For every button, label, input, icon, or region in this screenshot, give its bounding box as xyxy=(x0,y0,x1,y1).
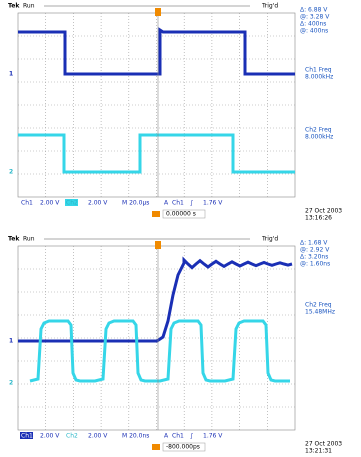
readout: Δ: 1.68 V xyxy=(300,240,328,247)
brand: Tek xyxy=(8,3,20,10)
trigger-state: Trig'd xyxy=(261,236,278,243)
setting: Ch1 xyxy=(172,200,184,207)
measurement-label: Ch2 Freq xyxy=(305,127,332,134)
measurement-label: Ch2 Freq xyxy=(305,302,332,309)
measurement-value: 15.48MHz xyxy=(305,309,335,316)
date: 27 Oct 2003 xyxy=(305,441,342,448)
readout: @: 1.60ns xyxy=(300,261,330,268)
measurement-label: Ch1 Freq xyxy=(305,67,332,74)
setting: 2.00 V xyxy=(40,200,60,207)
readout: Δ: 3.20ns xyxy=(300,254,328,261)
setting: 2.00 V xyxy=(88,200,108,207)
status: Run xyxy=(23,3,35,10)
scope-screenshots: TekRunTrig'd12Δ: 6.88 V@: 3.28 VΔ: 400ns… xyxy=(0,0,361,457)
channel-marker: 2 xyxy=(9,169,13,176)
time: 13:16:26 xyxy=(305,215,332,222)
trigger-marker xyxy=(155,8,161,16)
setting: 1.76 V xyxy=(203,433,223,440)
trigger-position-icon xyxy=(152,444,160,450)
setting: Ch1 xyxy=(21,200,33,207)
setting: M 20.0µs xyxy=(122,200,149,207)
trigger-position: -800.000ps xyxy=(166,444,200,451)
readout: @: 2.92 V xyxy=(300,247,330,254)
setting: Ch1 xyxy=(172,433,184,440)
setting: A xyxy=(164,200,169,207)
setting: A xyxy=(164,433,169,440)
channel-marker: 1 xyxy=(9,338,13,345)
setting: Ch2 xyxy=(66,433,78,440)
readout: @: 400ns xyxy=(300,28,328,35)
date: 27 Oct 2003 xyxy=(305,208,342,215)
setting: ∫ xyxy=(190,200,193,207)
measurement-value: 8.000kHz xyxy=(305,74,333,81)
setting: M 20.0ns xyxy=(122,433,149,440)
readout: Δ: 400ns xyxy=(300,21,326,28)
setting: 2.00 V xyxy=(40,433,60,440)
brand: Tek xyxy=(8,236,20,243)
setting: ∫ xyxy=(190,433,193,440)
setting: Ch1 xyxy=(21,433,33,440)
setting: 1.76 V xyxy=(203,200,223,207)
setting: 2.00 V xyxy=(88,433,108,440)
trigger-position: 0.00000 s xyxy=(166,211,196,218)
readout: @: 3.28 V xyxy=(300,14,330,21)
measurement-value: 8.000kHz xyxy=(305,134,333,141)
status: Run xyxy=(23,236,35,243)
channel-marker: 1 xyxy=(9,71,13,78)
trigger-state: Trig'd xyxy=(261,3,278,10)
readout: Δ: 6.88 V xyxy=(300,7,328,14)
time: 13:21:31 xyxy=(305,448,332,455)
setting: Ch2 xyxy=(66,200,78,207)
channel-marker: 2 xyxy=(9,380,13,387)
trigger-marker xyxy=(155,241,161,249)
trigger-position-icon xyxy=(152,211,160,217)
